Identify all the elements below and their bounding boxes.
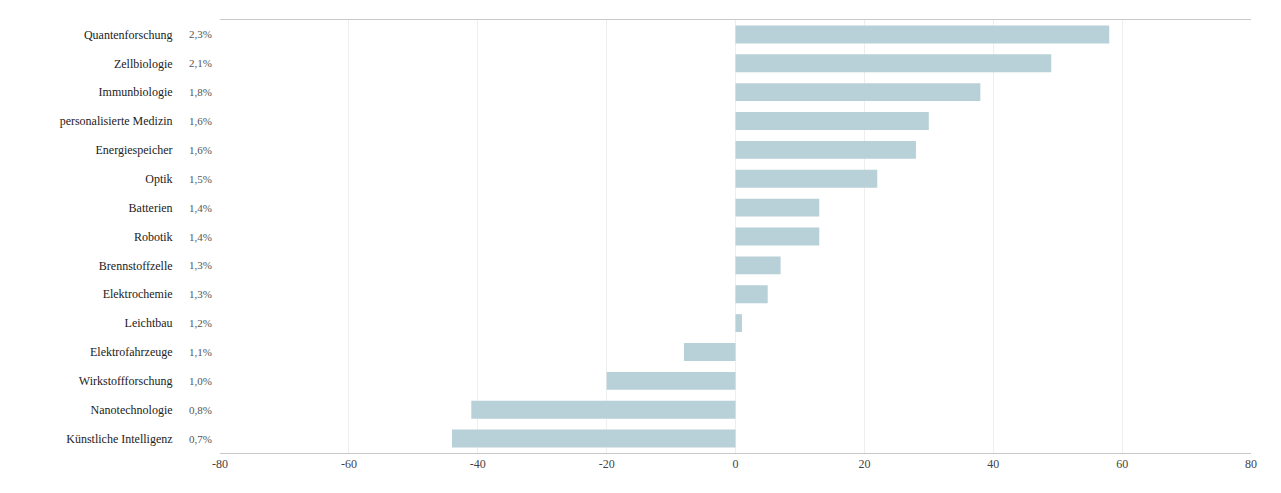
svg-text:1,4%: 1,4% bbox=[189, 231, 212, 243]
svg-text:-20: -20 bbox=[599, 457, 615, 471]
svg-text:Optik: Optik bbox=[145, 172, 172, 186]
svg-text:2,1%: 2,1% bbox=[189, 57, 212, 69]
svg-text:0,7%: 0,7% bbox=[189, 433, 212, 445]
svg-text:Nanotechnologie: Nanotechnologie bbox=[91, 403, 173, 417]
svg-text:Immunbiologie: Immunbiologie bbox=[99, 85, 173, 99]
svg-text:40: 40 bbox=[987, 457, 999, 471]
svg-text:2,3%: 2,3% bbox=[189, 28, 212, 40]
svg-text:-40: -40 bbox=[470, 457, 486, 471]
svg-text:Künstliche Intelligenz: Künstliche Intelligenz bbox=[66, 432, 172, 446]
svg-text:1,6%: 1,6% bbox=[189, 115, 212, 127]
svg-text:Brennstoffzelle: Brennstoffzelle bbox=[99, 259, 173, 273]
svg-text:1,4%: 1,4% bbox=[189, 202, 212, 214]
svg-text:20: 20 bbox=[858, 457, 870, 471]
svg-text:personalisierte Medizin: personalisierte Medizin bbox=[60, 114, 173, 128]
svg-text:1,3%: 1,3% bbox=[189, 259, 212, 271]
svg-text:60: 60 bbox=[1116, 457, 1128, 471]
svg-text:Zellbiologie: Zellbiologie bbox=[114, 57, 173, 71]
svg-text:1,8%: 1,8% bbox=[189, 86, 212, 98]
svg-text:Elektrochemie: Elektrochemie bbox=[103, 287, 173, 301]
svg-text:Robotik: Robotik bbox=[134, 230, 173, 244]
svg-text:80: 80 bbox=[1245, 457, 1257, 471]
svg-text:-80: -80 bbox=[212, 457, 228, 471]
svg-text:Leichtbau: Leichtbau bbox=[125, 316, 173, 330]
svg-text:0,8%: 0,8% bbox=[189, 404, 212, 416]
svg-text:1,5%: 1,5% bbox=[189, 173, 212, 185]
svg-text:0: 0 bbox=[733, 457, 739, 471]
svg-text:-60: -60 bbox=[341, 457, 357, 471]
svg-text:Batterien: Batterien bbox=[129, 201, 173, 215]
svg-text:1,6%: 1,6% bbox=[189, 144, 212, 156]
svg-text:1,2%: 1,2% bbox=[189, 317, 212, 329]
svg-text:Quantenforschung: Quantenforschung bbox=[84, 28, 173, 42]
svg-text:Elektrofahrzeuge: Elektrofahrzeuge bbox=[90, 345, 173, 359]
svg-text:1,1%: 1,1% bbox=[189, 346, 212, 358]
svg-text:Wirkstoffforschung: Wirkstoffforschung bbox=[79, 374, 173, 388]
svg-text:1,3%: 1,3% bbox=[189, 288, 212, 300]
svg-text:1,0%: 1,0% bbox=[189, 375, 212, 387]
svg-text:Energiespeicher: Energiespeicher bbox=[96, 143, 173, 157]
